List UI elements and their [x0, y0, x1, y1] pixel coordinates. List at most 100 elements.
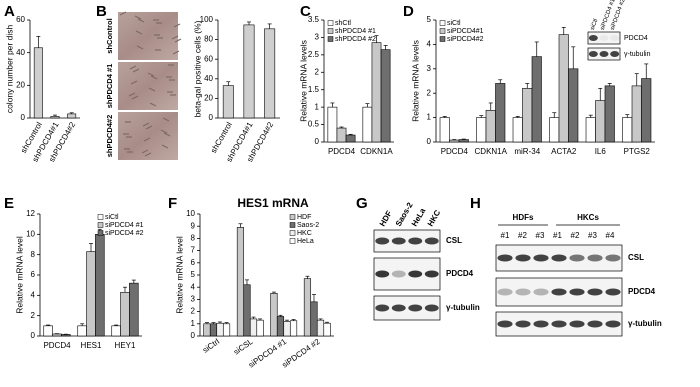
bar	[222, 323, 231, 337]
x-tick-label: ACTA2	[551, 147, 577, 156]
error-bar	[534, 41, 539, 57]
cell	[150, 75, 158, 80]
lane-label: #3	[536, 231, 545, 240]
bar	[439, 117, 450, 143]
bar	[531, 56, 542, 143]
x-tick-label: siCtrl	[201, 337, 221, 355]
y-tick-label: 10	[26, 229, 35, 238]
error-bar	[244, 279, 249, 285]
panel-letter: B	[96, 3, 107, 20]
legend-label: HDF	[297, 214, 311, 221]
legend-label: siPDCD4#1	[447, 28, 484, 35]
blot-band	[408, 237, 423, 245]
panel-letter: G	[356, 195, 368, 212]
error-bar	[251, 316, 256, 319]
blot-box	[587, 31, 621, 45]
row-label: CSL	[628, 253, 644, 262]
x-tick-label: IL6	[595, 147, 607, 156]
cell	[135, 30, 143, 35]
lane-label: HKC	[426, 208, 443, 228]
legend-swatch	[439, 20, 446, 26]
y-tick-label: 0	[315, 137, 320, 146]
blot-band	[588, 51, 598, 57]
blot-band	[569, 320, 585, 328]
row-label: PDCD4	[446, 269, 474, 278]
error-bar	[607, 83, 612, 86]
y-tick-label: 2	[427, 88, 432, 97]
y-tick-label: 2	[191, 307, 196, 316]
bar	[203, 323, 211, 337]
y-tick-label: 0	[21, 113, 26, 122]
cell	[172, 50, 180, 55]
lane-label: #1	[501, 231, 510, 240]
error-bar	[46, 324, 51, 326]
bar	[568, 68, 579, 143]
y-tick-label: 2	[31, 311, 36, 320]
lane-label: #2	[518, 231, 527, 240]
legend-swatch	[289, 238, 296, 244]
cell	[129, 65, 137, 70]
error-bar	[561, 26, 566, 35]
y-axis-label: Relative mRNA level	[174, 236, 184, 314]
x-tick-label: CDKN1A	[360, 147, 393, 156]
y-tick-label: 3	[191, 295, 196, 304]
error-bar	[69, 112, 74, 114]
blot-band	[610, 51, 620, 57]
bar	[249, 318, 258, 337]
blot-band	[587, 320, 603, 328]
blot-band	[497, 254, 513, 262]
legend-swatch	[289, 214, 296, 220]
bar	[289, 320, 298, 337]
blot-band	[551, 254, 567, 262]
bar	[77, 325, 87, 337]
bar	[641, 78, 652, 143]
cell	[163, 132, 171, 137]
blot-band	[515, 254, 531, 262]
legend-label: siCtl	[105, 214, 119, 221]
y-tick-label: 20	[204, 94, 213, 103]
legend-label: siPDCD4 #1	[105, 222, 144, 229]
error-bar	[285, 319, 290, 322]
cell	[144, 152, 152, 157]
legend-label: siPDCD4 #2	[105, 230, 144, 237]
y-tick-label: 8	[31, 250, 36, 259]
legend-label: shPDCD4 #2	[335, 36, 376, 43]
blot-band	[587, 254, 603, 262]
bar	[264, 28, 276, 119]
bar	[222, 85, 234, 119]
blot-band	[391, 270, 406, 278]
error-bar	[479, 115, 484, 118]
row-label: γ-tubulin	[446, 303, 480, 312]
legend-swatch	[327, 36, 334, 42]
error-bar	[226, 81, 231, 86]
x-tick-label: siPDCD4 #2	[280, 337, 322, 370]
blot-band	[605, 320, 621, 328]
blot-band	[533, 254, 549, 262]
y-tick-label: 3.5	[308, 15, 320, 24]
bar	[327, 106, 338, 143]
cell	[132, 68, 140, 73]
error-bar	[525, 83, 530, 89]
error-bar	[305, 275, 310, 279]
cell	[137, 18, 145, 23]
blot-band	[375, 270, 390, 278]
error-bar	[224, 322, 229, 324]
bar	[270, 292, 278, 337]
y-tick-label: 4	[427, 40, 432, 49]
bar	[33, 47, 43, 119]
error-bar	[53, 114, 57, 117]
error-bar	[238, 223, 243, 228]
y-tick-label: 80	[204, 35, 213, 44]
bar	[52, 333, 62, 337]
bar	[216, 322, 224, 337]
lane-label: HDF	[378, 209, 394, 228]
blot-band	[515, 320, 531, 328]
y-tick-label: 3	[427, 64, 432, 73]
y-tick-label: 60	[16, 15, 25, 24]
lane-label: HeLa	[410, 206, 428, 228]
error-bar	[515, 116, 520, 118]
image-row-label: shControl	[105, 18, 114, 53]
image-row-label: shPDCD4 #1	[105, 64, 114, 109]
error-bar	[588, 114, 593, 118]
group-label: HKCs	[577, 213, 599, 222]
